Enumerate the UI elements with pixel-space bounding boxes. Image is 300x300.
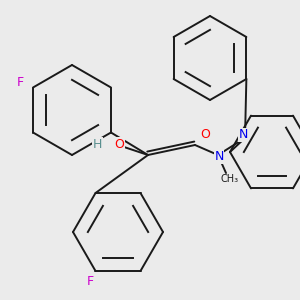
Text: F: F [87,275,94,288]
Text: F: F [17,76,24,89]
Text: O: O [200,128,210,142]
Text: O: O [114,137,124,151]
Text: N: N [238,128,248,142]
Text: H: H [93,137,102,151]
Text: CH₃: CH₃ [221,174,239,184]
Text: N: N [214,151,224,164]
